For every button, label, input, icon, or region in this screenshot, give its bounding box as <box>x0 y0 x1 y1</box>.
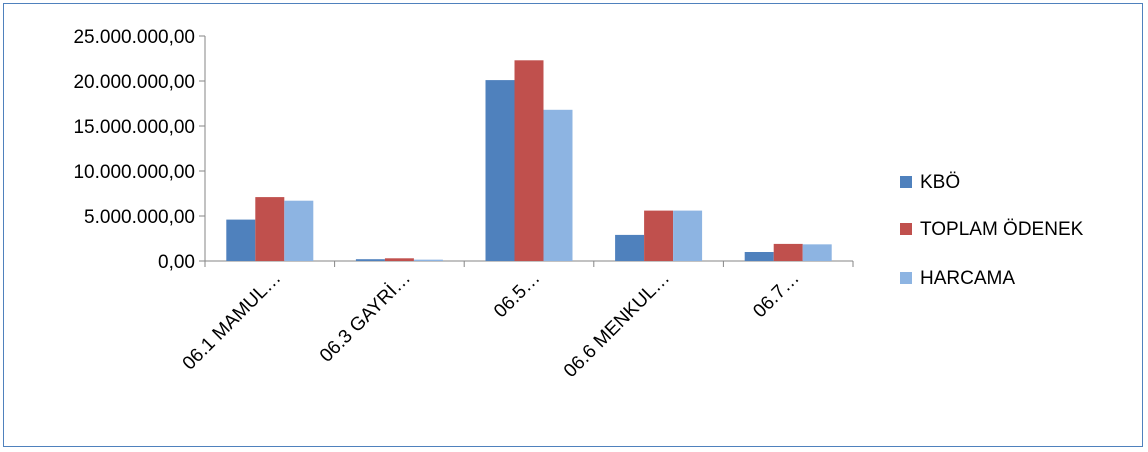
x-category-label: 06.6 MENKUL… <box>560 268 674 382</box>
x-category-label: 06.3 GAYRİ… <box>316 268 415 367</box>
bar-toplam-denek-2 <box>384 258 414 261</box>
y-tick-label: 5.000.000,00 <box>84 207 195 228</box>
bar-toplam-denek-5 <box>773 243 803 261</box>
chart-frame <box>3 3 1143 447</box>
legend-swatch <box>900 223 912 235</box>
x-category-label: 06.1 MAMUL… <box>179 268 286 375</box>
bar-harcama-3 <box>543 109 573 261</box>
x-category-label: 06.5… <box>490 268 544 322</box>
y-tick-label: 15.000.000,00 <box>73 117 195 138</box>
bar-kb--1 <box>226 219 256 261</box>
y-tick-label: 25.000.000,00 <box>73 27 195 48</box>
bar-harcama-5 <box>802 244 832 261</box>
bar-harcama-2 <box>413 259 443 261</box>
x-category-label: 06.7… <box>749 268 803 322</box>
legend-label: HARCAMA <box>920 268 1015 289</box>
bar-kb--2 <box>355 259 385 261</box>
bar-kb--3 <box>485 80 515 261</box>
bar-kb--5 <box>744 252 774 261</box>
legend-swatch <box>900 272 912 284</box>
legend-label: KBÖ <box>920 172 960 193</box>
y-tick-label: 10.000.000,00 <box>73 162 195 183</box>
bar-harcama-4 <box>673 210 703 261</box>
bar-toplam-denek-4 <box>644 210 674 261</box>
bar-kb--4 <box>615 234 645 261</box>
legend-swatch <box>900 176 912 188</box>
bar-harcama-1 <box>284 200 314 261</box>
y-tick-label: 20.000.000,00 <box>73 72 195 93</box>
bar-toplam-denek-3 <box>514 60 544 261</box>
bar-toplam-denek-1 <box>255 197 285 261</box>
y-tick-label: 0,00 <box>158 252 195 273</box>
legend-label: TOPLAM ÖDENEK <box>920 219 1084 240</box>
